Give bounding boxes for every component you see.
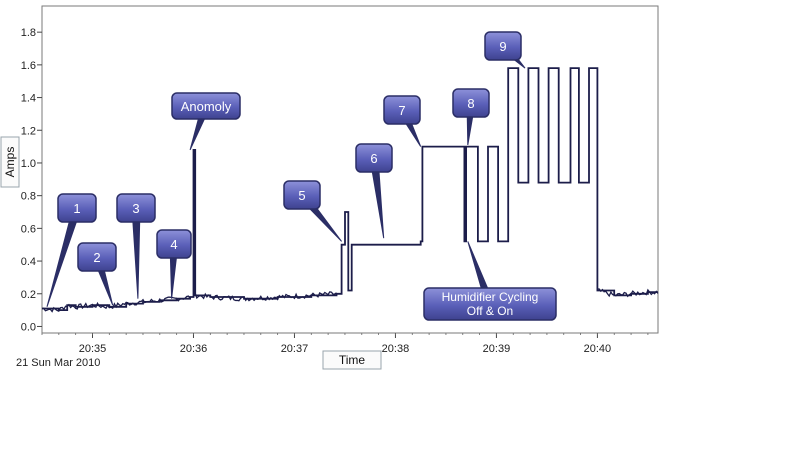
series-line xyxy=(42,67,658,311)
callout: 6 xyxy=(355,143,393,239)
callout-label: 8 xyxy=(467,96,474,111)
callout-box xyxy=(283,180,321,210)
callout: 2 xyxy=(77,242,117,306)
callout-box xyxy=(355,143,393,173)
x-tick-label: 20:37 xyxy=(281,343,309,355)
y-tick-label: 0.2 xyxy=(21,289,36,301)
series-noise xyxy=(41,288,659,313)
y-tick-label: 0.6 xyxy=(21,223,36,235)
callout-label: Anomoly xyxy=(181,99,232,114)
callout-box xyxy=(57,193,97,223)
callout-label: 7 xyxy=(398,103,405,118)
callout: 3 xyxy=(116,193,156,299)
callout-label: 9 xyxy=(499,39,506,54)
callout: Anomoly xyxy=(171,92,241,151)
callout-label: 4 xyxy=(170,237,177,252)
y-tick-label: 1.4 xyxy=(21,93,36,105)
y-tick-label: 1.8 xyxy=(21,27,36,39)
callout-box xyxy=(452,88,490,118)
callout-box xyxy=(171,92,241,120)
x-tick-label: 20:36 xyxy=(180,343,208,355)
callout: 5 xyxy=(283,180,343,242)
callout: 9 xyxy=(484,31,526,69)
callout: 4 xyxy=(156,229,192,299)
y-axis-title-box xyxy=(0,136,20,188)
callout-label: 6 xyxy=(370,151,377,166)
callout-label: 3 xyxy=(132,201,139,216)
x-tick-label: 20:38 xyxy=(382,343,410,355)
callout-box xyxy=(77,242,117,272)
callout-box xyxy=(156,229,192,259)
callout-box xyxy=(423,287,557,321)
callout-box xyxy=(383,95,421,125)
x-tick-label: 20:35 xyxy=(79,343,107,355)
y-tick-label: 1.2 xyxy=(21,125,36,137)
y-axis-title: Amps xyxy=(0,136,20,188)
x-axis-title: Time xyxy=(322,350,382,370)
x-axis-title-text: Time xyxy=(339,353,366,367)
x-axis-title-box xyxy=(322,350,382,370)
callout: 7 xyxy=(383,95,422,147)
callout: 8 xyxy=(452,88,490,146)
callout-box xyxy=(484,31,522,61)
date-label: 21 Sun Mar 2010 xyxy=(16,357,100,369)
callout-label: Humidifier Cycling xyxy=(442,290,539,304)
y-tick-label: 1.0 xyxy=(21,158,36,170)
y-axis-title-text: Amps xyxy=(3,147,17,178)
callout-label: 1 xyxy=(73,201,80,216)
y-tick-label: 0.0 xyxy=(21,321,36,333)
callout-label: 5 xyxy=(298,188,305,203)
callout-label: 2 xyxy=(93,250,100,265)
callout-box xyxy=(116,193,156,223)
callout: 1 xyxy=(46,193,97,307)
plot-frame xyxy=(41,5,659,334)
y-tick-label: 0.8 xyxy=(21,191,36,203)
x-tick-label: 20:39 xyxy=(483,343,511,355)
y-tick-label: 0.4 xyxy=(21,256,36,268)
y-tick-label: 1.6 xyxy=(21,60,36,72)
x-tick-label: 20:40 xyxy=(584,343,612,355)
callout-label: Off & On xyxy=(467,304,513,318)
